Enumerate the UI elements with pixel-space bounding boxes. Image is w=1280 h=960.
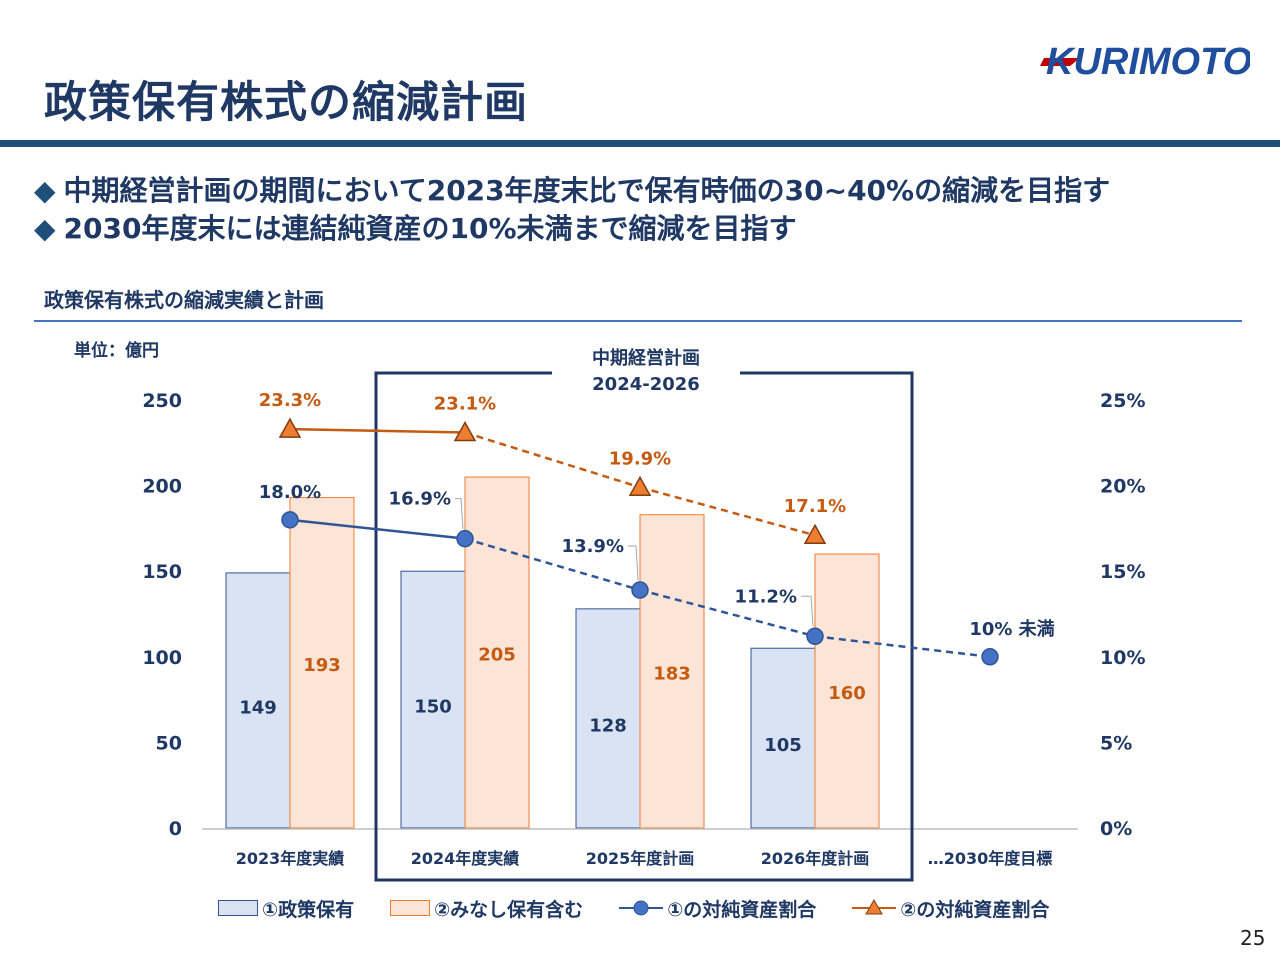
page-title: 政策保有株式の縮減計画 (44, 78, 528, 128)
net-assets-ratio-line-1-segment (464, 537, 641, 592)
line-point-triangle (803, 523, 827, 544)
legend-item: ①政策保有 (218, 895, 354, 922)
plan-box-years: 2024-2026 (592, 374, 700, 395)
legend-label: ②みなし保有含む (434, 898, 584, 921)
y-left-tick-label: 100 (142, 647, 182, 669)
line-point-triangle (278, 417, 302, 438)
bar-value-label: 105 (764, 735, 802, 756)
page-number: 25 (1240, 926, 1266, 950)
ratio-label-2: 17.1% (784, 496, 846, 517)
ratio-label-1: 13.9% (562, 536, 624, 557)
unit-label: 単位：億円 (74, 341, 159, 361)
net-assets-ratio-line-2-segment (639, 486, 816, 537)
diamond-icon: ◆ (34, 174, 56, 207)
line-point-circle (981, 648, 999, 666)
header-divider (0, 140, 1280, 147)
y-right-tick-label: 25% (1100, 390, 1145, 412)
net-assets-ratio-line-1-segment (289, 518, 466, 540)
x-category-label: 2024年度実績 (411, 849, 520, 868)
y-right-tick-label: 10% (1100, 647, 1145, 669)
bullet-item: ◆ 中期経営計画の期間において2023年度末比で保有時価の30~40%の縮減を目指… (34, 172, 1110, 210)
x-category-label: 2023年度実績 (236, 849, 345, 868)
ratio-label-1: 10% 未満 (969, 618, 1054, 640)
y-left-tick-label: 200 (142, 476, 182, 498)
y-right-tick-label: 15% (1100, 561, 1145, 583)
bar-policy-holding (575, 608, 641, 829)
line-point-circle (456, 529, 474, 548)
label-leader-line (801, 595, 814, 627)
label-leader-line (628, 545, 639, 581)
plan-box-title: 中期経営計画 (592, 347, 700, 369)
y-left-tick-label: 150 (142, 561, 182, 583)
line-point-circle (806, 627, 824, 646)
ratio-label-2: 19.9% (609, 448, 671, 469)
net-assets-ratio-line-2-segment (464, 431, 641, 489)
bar-policy-holding (400, 570, 466, 829)
heading-divider (34, 320, 1242, 322)
x-category-label: 2025年度計画 (586, 849, 695, 868)
ratio-label-1: 11.2% (735, 586, 797, 607)
ratio-label-1: 16.9% (389, 489, 451, 510)
line-point-circle (631, 581, 649, 599)
bullet-list: ◆ 中期経営計画の期間において2023年度末比で保有時価の30~40%の縮減を目指… (34, 172, 1110, 248)
bar-value-label: 193 (303, 655, 341, 676)
bar-value-label: 160 (828, 683, 866, 704)
line-point-circle (281, 511, 299, 529)
line-point-triangle (628, 475, 652, 497)
legend-label: ②の対純資産割合 (900, 898, 1050, 921)
ratio-label-2: 23.1% (434, 394, 496, 415)
bar-value-label: 205 (478, 645, 516, 666)
legend-swatch-orange-bar (390, 900, 431, 916)
bar-value-label: 183 (653, 663, 691, 684)
x-category-label: …2030年度目標 (928, 849, 1053, 868)
chart-legend: ①政策保有 ②みなし保有含む ①の対純資産割合 ②の対純資産割合 (218, 894, 1049, 922)
legend-label: ①政策保有 (262, 898, 355, 921)
plan-period-box (374, 371, 914, 882)
y-left-tick-label: 250 (142, 390, 182, 412)
bar-value-label: 128 (589, 715, 627, 736)
legend-item: ②の対純資産割合 (852, 895, 1049, 922)
ratio-label-1: 18.0% (259, 482, 321, 503)
legend-swatch-blue-bar (218, 900, 258, 916)
bar-deemed-holding (289, 497, 355, 829)
kurimoto-logo: KURIMOTO (1040, 41, 1250, 80)
label-leader-line (455, 498, 464, 529)
y-left-tick-label: 0 (169, 818, 182, 840)
y-left-tick-label: 50 (156, 732, 182, 754)
bullet-text-1: 中期経営計画の期間において2023年度末比で保有時価の30~40%の縮減を目指す (63, 174, 1111, 207)
bar-deemed-holding (639, 514, 705, 829)
legend-item: ②みなし保有含む (390, 895, 583, 922)
y-right-tick-label: 5% (1100, 732, 1132, 754)
x-category-label: 2026年度計画 (761, 849, 870, 868)
legend-item: ①の対純資産割合 (619, 895, 816, 922)
net-assets-ratio-line-1-segment (639, 588, 816, 638)
y-right-tick-label: 0% (1100, 818, 1132, 840)
net-assets-ratio-line-1-segment (814, 635, 991, 659)
reduction-chart: 0 50 100 150 200 250 0% 5% 10% 15% 20% 25% 2023年度実績 2… (142, 347, 1145, 882)
bar-policy-holding (750, 647, 816, 829)
triangle-line-icon (852, 899, 897, 915)
circle-line-icon (619, 900, 664, 916)
bar-deemed-holding (814, 553, 880, 829)
bar-value-label: 149 (239, 697, 277, 718)
diamond-icon: ◆ (34, 212, 56, 245)
line-point-triangle (453, 420, 477, 442)
bar-deemed-holding (464, 476, 530, 829)
ratio-label-2: 23.3% (259, 390, 321, 411)
bar-value-label: 150 (414, 697, 452, 718)
bullet-text-2: 2030年度末には連結純資産の10%未満まで縮減を目指す (63, 212, 797, 245)
chart-heading: 政策保有株式の縮減実績と計画 (44, 288, 324, 312)
logo-text: KURIMOTO (1046, 41, 1250, 80)
bullet-item: ◆ 2030年度末には連結純資産の10%未満まで縮減を目指す (34, 210, 1110, 248)
net-assets-ratio-line-2-segment (289, 427, 466, 434)
y-right-tick-label: 20% (1100, 476, 1145, 498)
legend-label: ①の対純資産割合 (667, 898, 817, 921)
bar-policy-holding (225, 572, 291, 829)
